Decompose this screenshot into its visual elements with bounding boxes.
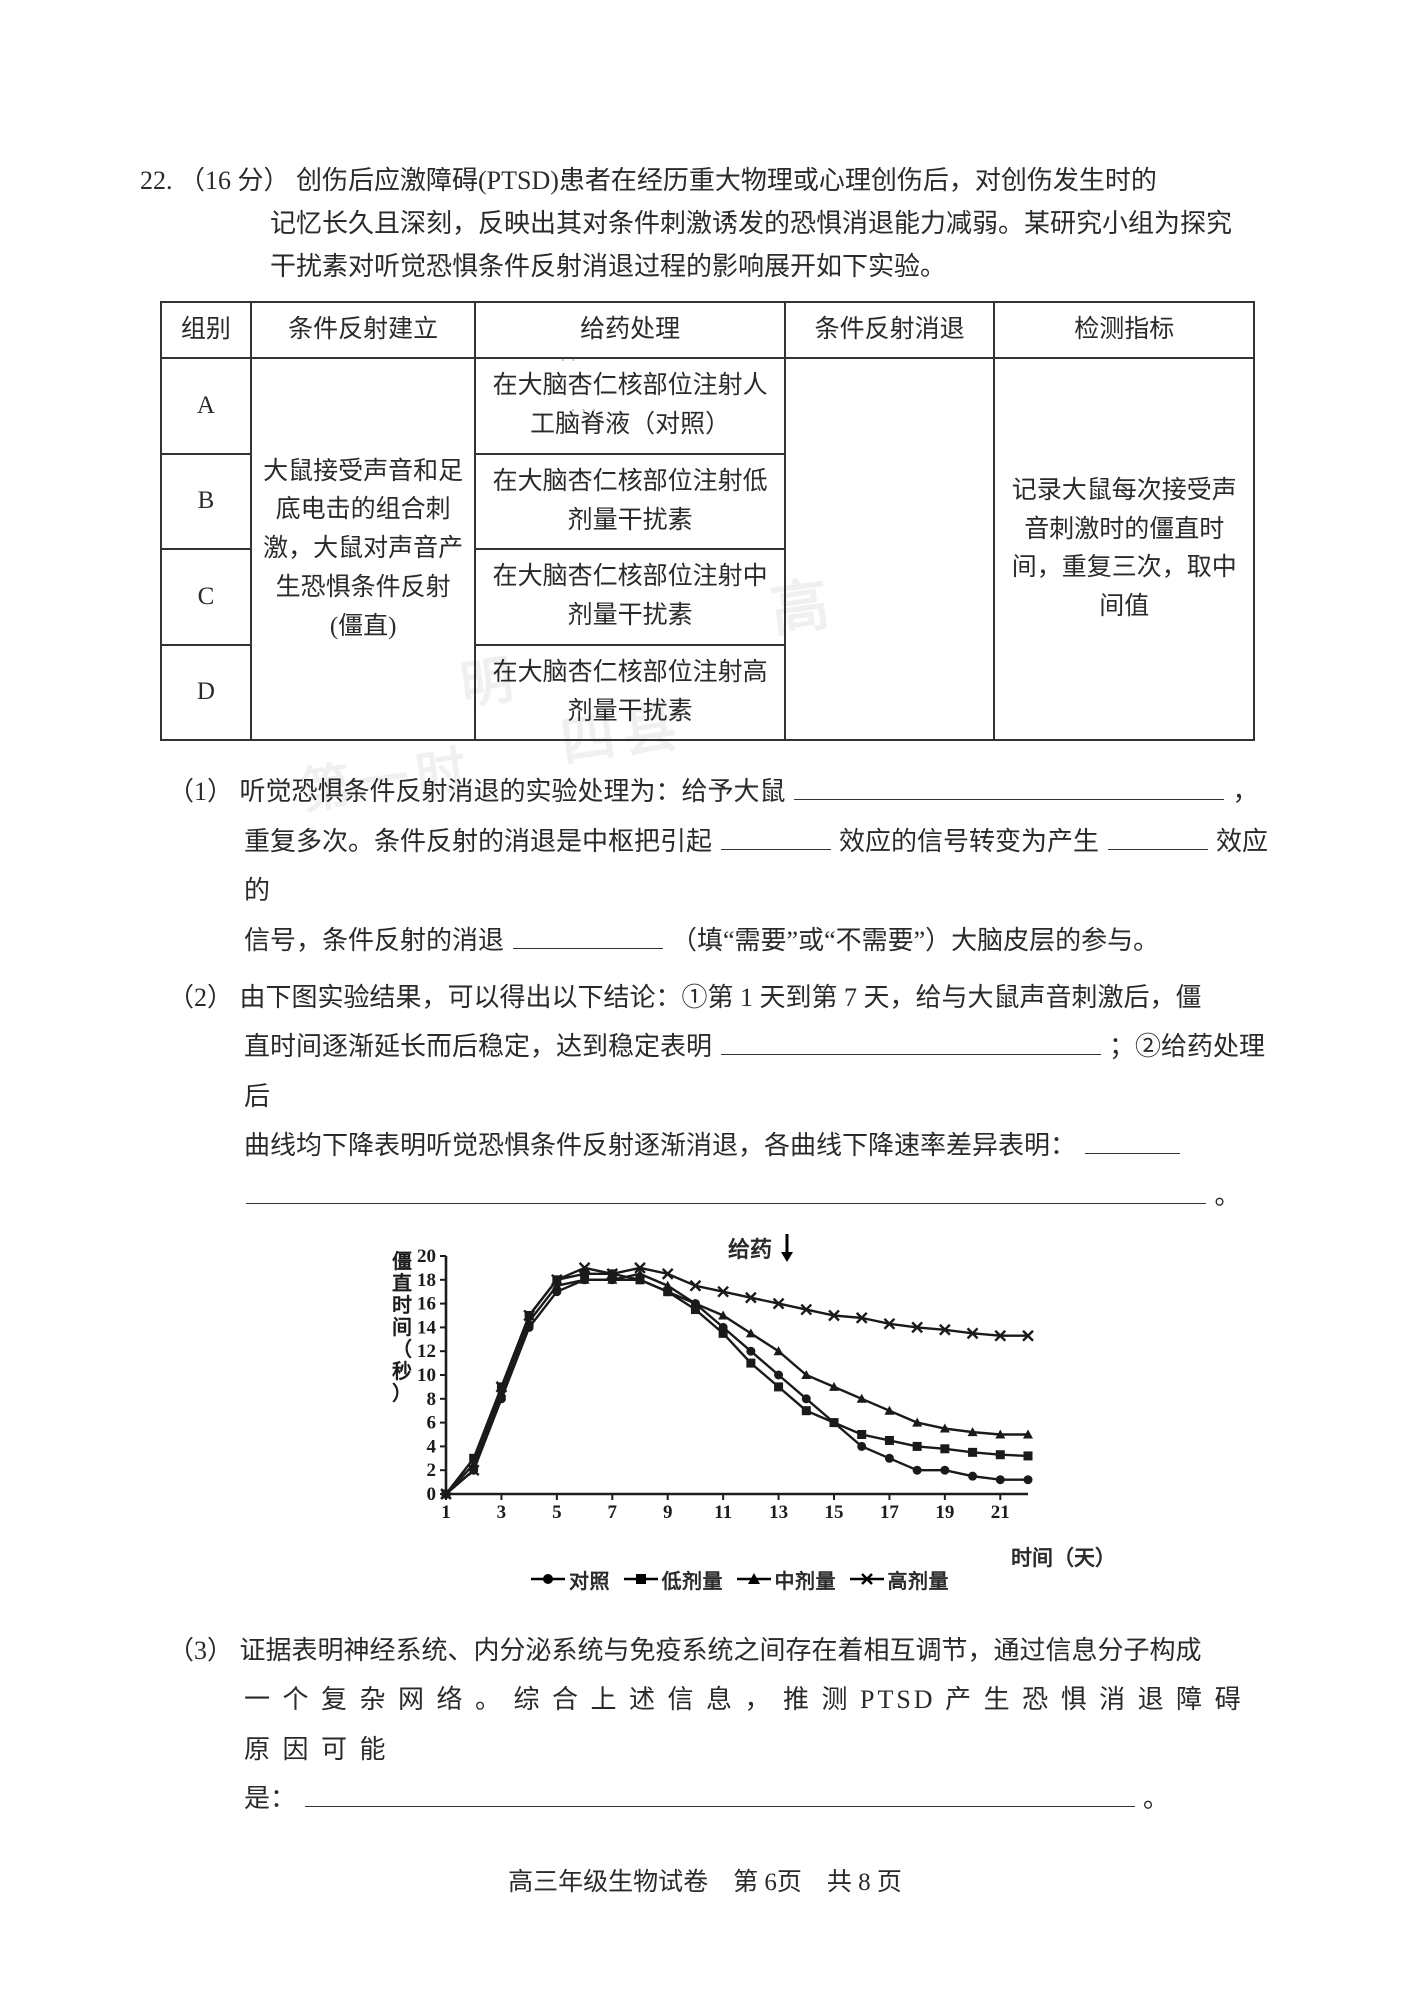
cell-group-c: C xyxy=(161,549,251,645)
subquestion-2: （2） 由下图实验结果，可以得出以下结论：①第 1 天到第 7 天，给与大鼠声音… xyxy=(140,973,1270,1220)
cell-drug-b: 在大脑杏仁核部位注射低剂量干扰素 xyxy=(475,454,784,550)
stem-line-2: 记忆长久且深刻，反映出其对条件刺激诱发的恐惧消退能力减弱。某研究小组为探究 xyxy=(140,203,1270,246)
cell-establish: 大鼠接受声音和足底电击的组合刺激，大鼠对声音产生恐惧条件反射(僵直) xyxy=(251,358,476,740)
sub1-t3: 重复多次。条件反射的消退是中枢把引起 xyxy=(244,827,712,856)
question-number: 22. xyxy=(140,166,173,195)
sub2-t4: 曲线均下降表明听觉恐惧条件反射逐渐消退，各曲线下降速率差异表明： xyxy=(244,1131,1076,1160)
svg-text:12: 12 xyxy=(417,1341,436,1362)
th-extinction: 条件反射消退 xyxy=(785,302,995,359)
blank-input[interactable] xyxy=(1108,821,1208,850)
x-axis-label: 时间（天） xyxy=(1011,1542,1116,1572)
sub1-t1: 听觉恐惧条件反射消退的实验处理为：给予大鼠 xyxy=(240,777,786,806)
cell-metric: 记录大鼠每次接受声音刺激时的僵直时间，重复三次，取中间值 xyxy=(994,358,1254,740)
question-stem: 22. （16 分） 创伤后应激障碍(PTSD)患者在经历重大物理或心理创伤后，… xyxy=(140,160,1270,289)
blank-input[interactable] xyxy=(246,1175,1206,1204)
svg-text:5: 5 xyxy=(552,1502,562,1523)
svg-text:10: 10 xyxy=(417,1365,436,1386)
svg-text:4: 4 xyxy=(427,1436,437,1457)
svg-text:18: 18 xyxy=(417,1270,436,1291)
sub2-label: （2） xyxy=(168,983,233,1012)
sub2-t1: 由下图实验结果，可以得出以下结论：①第 1 天到第 7 天，给与大鼠声音刺激后，… xyxy=(240,983,1202,1012)
th-group: 组别 xyxy=(161,302,251,359)
cell-drug-c: 在大脑杏仁核部位注射中剂量干扰素 xyxy=(475,549,784,645)
blank-input[interactable] xyxy=(721,821,831,850)
svg-text:15: 15 xyxy=(825,1502,844,1523)
table-row: A 大鼠接受声音和足底电击的组合刺激，大鼠对声音产生恐惧条件反射(僵直) 在大脑… xyxy=(161,358,1254,454)
question-points: （16 分） xyxy=(179,166,290,195)
sub1-t7: （填“需要”或“不需要”）大脑皮层的参与。 xyxy=(671,926,1159,955)
svg-text:14: 14 xyxy=(417,1317,437,1338)
table-header-row: 组别 条件反射建立 给药处理 条件反射消退 检测指标 xyxy=(161,302,1254,359)
legend-item: 中剂量 xyxy=(737,1565,837,1594)
blank-input[interactable] xyxy=(1085,1126,1180,1155)
svg-text:2: 2 xyxy=(427,1460,437,1481)
legend-item: 低剂量 xyxy=(624,1565,724,1594)
experiment-table: 组别 条件反射建立 给药处理 条件反射消退 检测指标 A 大鼠接受声音和足底电击… xyxy=(160,301,1255,742)
svg-text:直: 直 xyxy=(392,1271,412,1295)
cell-group-b: B xyxy=(161,454,251,550)
svg-text:19: 19 xyxy=(935,1502,954,1523)
chart-legend: 对照 低剂量 中剂量 高剂量 xyxy=(380,1565,1100,1594)
th-establish: 条件反射建立 xyxy=(251,302,476,359)
svg-text:间: 间 xyxy=(392,1316,412,1339)
svg-text:17: 17 xyxy=(880,1502,900,1523)
svg-text:6: 6 xyxy=(427,1413,437,1434)
page-footer: 高三年级生物试卷 第 6页 共 8 页 xyxy=(0,1862,1410,1898)
blank-input[interactable] xyxy=(794,772,1224,801)
sub1-label: （1） xyxy=(168,777,233,806)
experiment-table-wrap: 组别 条件反射建立 给药处理 条件反射消退 检测指标 A 大鼠接受声音和足底电击… xyxy=(140,301,1270,742)
legend-item: 高剂量 xyxy=(850,1565,950,1594)
svg-text:1: 1 xyxy=(441,1502,451,1523)
sub3-t2: 一 个 复 杂 网 络 。 综 合 上 述 信 息 ， 推 测 PTSD 产 生… xyxy=(244,1685,1244,1763)
stem-line-3: 干扰素对听觉恐惧条件反射消退过程的影响展开如下实验。 xyxy=(140,246,1270,289)
cell-drug-a: 在大脑杏仁核部位注射人工脑脊液（对照） xyxy=(475,358,784,454)
sub3-t4: 。 xyxy=(1143,1784,1169,1813)
sub3-t1: 证据表明神经系统、内分泌系统与免疫系统之间存在着相互调节，通过信息分子构成 xyxy=(240,1636,1202,1665)
legend-item: 对照 xyxy=(531,1565,610,1594)
svg-text:13: 13 xyxy=(769,1502,788,1523)
cell-group-a: A xyxy=(161,358,251,454)
cell-drug-d: 在大脑杏仁核部位注射高剂量干扰素 xyxy=(475,645,784,741)
sub1-t4: 效应的信号转变为产生 xyxy=(839,827,1099,856)
svg-text:）: ） xyxy=(392,1382,412,1405)
th-metric: 检测指标 xyxy=(994,302,1254,359)
blank-input[interactable] xyxy=(305,1779,1135,1808)
chart-area: 0246810121416182013579111315171921僵直时间（秒… xyxy=(380,1238,1100,1598)
cell-group-d: D xyxy=(161,645,251,741)
line-chart: 0246810121416182013579111315171921僵直时间（秒… xyxy=(380,1238,1100,1558)
subquestion-1: （1） 听觉恐惧条件反射消退的实验处理为：给予大鼠 ， 重复多次。条件反射的消退… xyxy=(140,767,1270,965)
sub3-label: （3） xyxy=(168,1636,233,1665)
svg-text:20: 20 xyxy=(417,1246,436,1267)
drug-arrow-label: 给药 xyxy=(728,1232,796,1264)
svg-text:时: 时 xyxy=(392,1294,412,1317)
blank-input[interactable] xyxy=(513,920,663,949)
sub1-t6: 信号，条件反射的消退 xyxy=(244,926,504,955)
page: 22. （16 分） 创伤后应激障碍(PTSD)患者在经历重大物理或心理创伤后，… xyxy=(0,0,1410,1993)
arrow-down-icon xyxy=(778,1232,796,1262)
svg-text:3: 3 xyxy=(497,1502,507,1523)
svg-text:8: 8 xyxy=(427,1389,437,1410)
svg-text:僵: 僵 xyxy=(392,1250,412,1273)
stem-line-1: 创伤后应激障碍(PTSD)患者在经历重大物理或心理创伤后，对创伤发生时的 xyxy=(296,166,1157,195)
sub3-t3: 是： xyxy=(244,1784,296,1813)
svg-text:11: 11 xyxy=(714,1502,732,1523)
svg-text:21: 21 xyxy=(991,1502,1010,1523)
svg-text:9: 9 xyxy=(663,1502,673,1523)
sub2-t2: 直时间逐渐延长而后稳定，达到稳定表明 xyxy=(244,1032,712,1061)
svg-text:秒: 秒 xyxy=(392,1359,412,1383)
sub1-t2: ， xyxy=(1233,777,1259,806)
svg-text:0: 0 xyxy=(427,1484,437,1505)
cell-extinction xyxy=(785,358,995,740)
blank-input[interactable] xyxy=(721,1027,1101,1056)
th-drug: 给药处理 xyxy=(475,302,784,359)
subquestion-3: （3） 证据表明神经系统、内分泌系统与免疫系统之间存在着相互调节，通过信息分子构… xyxy=(140,1626,1270,1824)
svg-text:7: 7 xyxy=(608,1502,618,1523)
svg-text:（: （ xyxy=(392,1338,412,1361)
sub2-t5: 。 xyxy=(1215,1181,1241,1210)
svg-text:16: 16 xyxy=(417,1294,436,1315)
